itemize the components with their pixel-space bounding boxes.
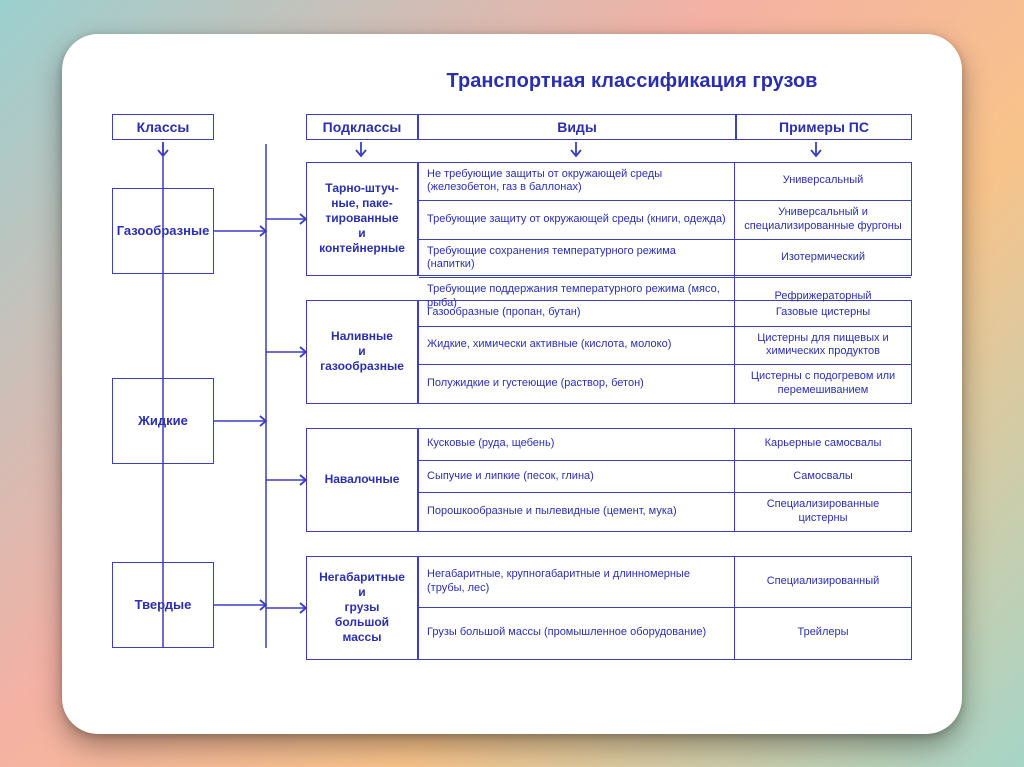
kind-cell: Полужидкие и густеющие (раствор, бетон) bbox=[419, 365, 735, 403]
table-row: Кусковые (руда, щебень)Карьерные самосва… bbox=[419, 429, 911, 461]
group: Кусковые (руда, щебень)Карьерные самосва… bbox=[418, 428, 912, 532]
example-cell: Специализированные цистерны bbox=[735, 493, 911, 531]
table-row: Жидкие, химически активные (кислота, мол… bbox=[419, 327, 911, 366]
table-row: Грузы большой массы (промышленное оборуд… bbox=[419, 608, 911, 659]
kind-cell: Газообразные (пропан, бутан) bbox=[419, 301, 735, 326]
class-box: Жидкие bbox=[112, 378, 214, 464]
class-box: Твердые bbox=[112, 562, 214, 648]
table-row: Требующие сохранения температурного режи… bbox=[419, 240, 911, 279]
diagram-paper: Транспортная классификация грузов Классы… bbox=[96, 62, 928, 706]
example-cell: Трейлеры bbox=[735, 608, 911, 659]
kind-cell: Жидкие, химически активные (кислота, мол… bbox=[419, 327, 735, 365]
header-examples: Примеры ПС bbox=[736, 114, 912, 140]
diagram-title: Транспортная классификация грузов bbox=[356, 70, 908, 93]
kind-cell: Требующие сохранения температурного режи… bbox=[419, 240, 735, 278]
subclass-box: Негабаритные и грузы большой массы bbox=[306, 556, 418, 660]
subclass-box: Наливные и газообразные bbox=[306, 300, 418, 404]
kind-cell: Порошкообразные и пылевидные (цемент, му… bbox=[419, 493, 735, 531]
kind-cell: Кусковые (руда, щебень) bbox=[419, 429, 735, 460]
subclass-box: Навалочные bbox=[306, 428, 418, 532]
header-subclasses: Подклассы bbox=[306, 114, 418, 140]
kind-cell: Грузы большой массы (промышленное оборуд… bbox=[419, 608, 735, 659]
example-cell: Газовые цистерны bbox=[735, 301, 911, 326]
subclass-box: Тарно-штуч- ные, паке- тированные и конт… bbox=[306, 162, 418, 276]
group: Негабаритные, крупногабаритные и длинном… bbox=[418, 556, 912, 660]
example-cell: Универсальный и специализированные фурго… bbox=[735, 201, 911, 239]
kind-cell: Не требующие защиты от окружающей среды … bbox=[419, 163, 735, 201]
header-kinds: Виды bbox=[418, 114, 736, 140]
group: Газообразные (пропан, бутан)Газовые цист… bbox=[418, 300, 912, 404]
kind-cell: Сыпучие и липкие (песок, глина) bbox=[419, 461, 735, 492]
example-cell: Универсальный bbox=[735, 163, 911, 201]
example-cell: Цистерны для пищевых и химических продук… bbox=[735, 327, 911, 365]
table-row: Негабаритные, крупногабаритные и длинном… bbox=[419, 557, 911, 609]
example-cell: Цистерны с подогревом или перемешиванием bbox=[735, 365, 911, 403]
table-row: Требующие защиту от окружающей среды (кн… bbox=[419, 201, 911, 240]
example-cell: Самосвалы bbox=[735, 461, 911, 492]
table-row: Порошкообразные и пылевидные (цемент, му… bbox=[419, 493, 911, 531]
example-cell: Специализированный bbox=[735, 557, 911, 608]
table-row: Сыпучие и липкие (песок, глина)Самосвалы bbox=[419, 461, 911, 493]
table-row: Не требующие защиты от окружающей среды … bbox=[419, 163, 911, 202]
group: Не требующие защиты от окружающей среды … bbox=[418, 162, 912, 276]
example-cell: Карьерные самосвалы bbox=[735, 429, 911, 460]
example-cell: Изотермический bbox=[735, 240, 911, 278]
kind-cell: Негабаритные, крупногабаритные и длинном… bbox=[419, 557, 735, 608]
table-row: Полужидкие и густеющие (раствор, бетон)Ц… bbox=[419, 365, 911, 403]
class-box: Газообразные bbox=[112, 188, 214, 274]
table-row: Газообразные (пропан, бутан)Газовые цист… bbox=[419, 301, 911, 327]
header-classes: Классы bbox=[112, 114, 214, 140]
kind-cell: Требующие защиту от окружающей среды (кн… bbox=[419, 201, 735, 239]
slide-frame: Транспортная классификация грузов Классы… bbox=[62, 34, 962, 734]
